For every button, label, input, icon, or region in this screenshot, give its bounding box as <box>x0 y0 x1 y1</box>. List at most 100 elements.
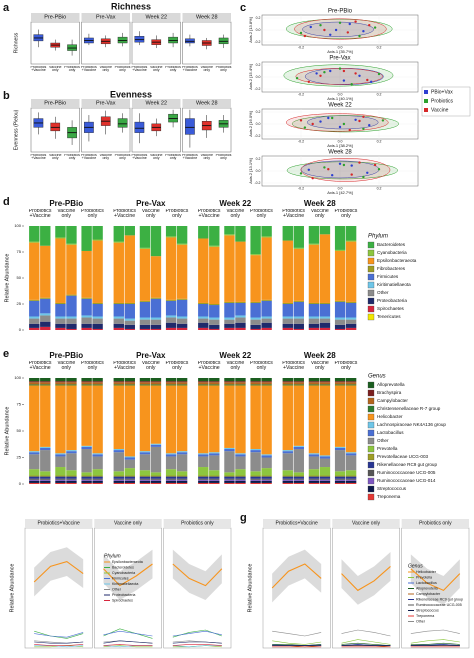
bar-segment <box>81 315 92 318</box>
bar-segment <box>165 453 177 455</box>
bar-segment <box>55 467 66 476</box>
bar-segment <box>209 385 220 453</box>
legend-label: Treponema <box>377 494 401 499</box>
bar-segment <box>55 304 66 317</box>
bar-segment <box>139 482 151 484</box>
bar-segment <box>40 326 51 330</box>
legend-label: Lactobacillus <box>377 430 404 435</box>
legend-swatch <box>367 469 375 477</box>
legend-title: Genus <box>368 374 386 380</box>
legend-swatch <box>367 305 375 313</box>
x-tick-label-box: Probiotics only <box>215 153 232 161</box>
bar-segment <box>224 475 235 477</box>
bar-segment <box>81 446 92 450</box>
bar-segment <box>176 327 188 330</box>
facet-strip <box>182 13 231 21</box>
point <box>338 21 342 24</box>
bar-segment <box>319 476 331 479</box>
bar-segment <box>40 298 51 314</box>
line <box>34 630 84 639</box>
legend-label: Campylobacter <box>416 592 441 596</box>
bar-segment <box>92 381 103 383</box>
legend-swatch <box>367 241 375 249</box>
bar-segment <box>139 319 151 325</box>
bar-segment <box>261 455 272 458</box>
bar-segment <box>334 446 346 448</box>
bar-segment <box>293 445 304 447</box>
facet-title: Pre-Vax <box>136 351 166 360</box>
line <box>410 629 460 634</box>
point <box>368 124 371 127</box>
bar-segment <box>165 378 177 382</box>
bar-segment <box>345 455 357 471</box>
bar-segment <box>124 457 135 460</box>
bar-segment <box>29 381 40 383</box>
bar-segment <box>235 381 246 383</box>
bar-segment <box>261 318 272 323</box>
bar-segment <box>66 382 77 385</box>
bar-segment <box>124 482 135 484</box>
bar-segment <box>224 482 235 484</box>
bar-segment <box>293 446 304 450</box>
bar-segment <box>113 304 124 317</box>
bar-segment <box>40 315 51 322</box>
bar-segment <box>66 470 77 476</box>
bar-segment <box>165 322 177 328</box>
bar-segment <box>176 382 188 385</box>
bar-segment <box>81 472 92 476</box>
x-tick-label-box: Probiotics only <box>115 66 131 73</box>
bar-segment <box>293 381 304 383</box>
bar-segment <box>92 453 103 455</box>
panel-title: Pre-PBio <box>328 9 353 15</box>
x-tick-label-box: Probiotics +Vaccine <box>132 154 148 161</box>
bar-segment <box>29 300 40 317</box>
point <box>350 83 353 86</box>
bar-segment <box>81 382 92 385</box>
legend-label: Ruminococcaceae UCG-005 <box>377 470 436 475</box>
bar-segment <box>261 299 272 301</box>
bar-segment <box>235 385 246 454</box>
point <box>331 116 334 120</box>
group-label: Probiotics only <box>165 209 189 220</box>
bar-segment <box>319 302 331 304</box>
bar-segment <box>150 482 162 484</box>
bar-segment <box>198 476 209 479</box>
bar-segment <box>66 244 77 295</box>
bar-segment <box>261 482 272 484</box>
bar-segment <box>198 318 209 323</box>
x-tick-label-box: Probiotics only <box>64 154 80 161</box>
bar-segment <box>176 378 188 382</box>
box <box>134 121 145 133</box>
bar-segment <box>66 476 77 479</box>
point <box>362 115 365 119</box>
x-tick-label-box: Probiotics only <box>165 154 181 161</box>
bar-segment <box>198 480 209 483</box>
bar-segment <box>319 479 331 481</box>
bar-segment <box>150 226 162 257</box>
bar-segment <box>40 226 51 246</box>
bar-segment <box>261 381 272 383</box>
point <box>350 173 353 176</box>
bar-segment <box>345 327 357 330</box>
bar-segment <box>165 454 177 457</box>
bar-segment <box>81 298 92 316</box>
bar-segment <box>319 478 331 480</box>
point <box>311 177 314 180</box>
bar-segment <box>40 384 51 386</box>
bar-segment <box>124 479 135 481</box>
point <box>362 127 365 130</box>
bar-segment <box>81 479 92 481</box>
bar-segment <box>66 323 77 329</box>
group-label-box: Probiotics +Vaccine <box>198 209 221 219</box>
bar-segment <box>334 300 346 302</box>
bar-segment <box>261 327 272 330</box>
group-label-box: Probiotics only <box>81 361 104 371</box>
x-tick-label: Probiotics +Vaccine <box>81 65 97 73</box>
legend-label: Helicobacter <box>377 414 403 419</box>
bar-segment <box>124 468 135 476</box>
legend-label: Helicobacter <box>416 570 437 574</box>
x-tick-label: Probiotics +Vaccine <box>182 153 198 161</box>
panel-letter: g <box>240 512 247 524</box>
x-tick-label: Probiotics only <box>215 153 232 161</box>
bar-segment <box>319 382 331 385</box>
